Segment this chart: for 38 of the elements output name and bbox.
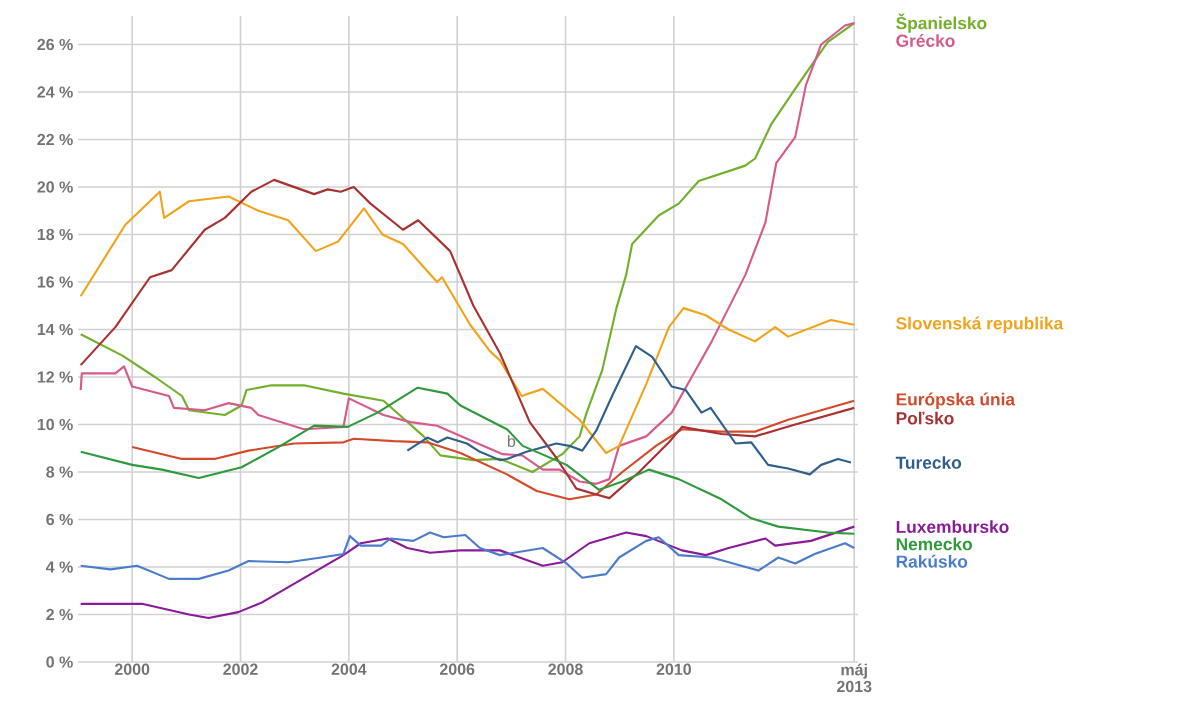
y-tick-label: 26 % [37, 38, 73, 51]
line-series [131, 399, 856, 501]
line-series [79, 531, 856, 580]
text: Slovenská republika [896, 316, 1064, 333]
text: Európska únia [896, 392, 1016, 409]
y-tick-label: 10 % [37, 418, 73, 431]
text: Nemecko [896, 537, 972, 551]
x-tick-label: 2008 [548, 663, 583, 675]
y-tick-label: 22 % [37, 133, 73, 146]
y-tick-label: 2 % [46, 608, 73, 621]
x-tick-label: 2004 [331, 663, 367, 675]
y-tick-label: 20 % [37, 181, 73, 193]
y-tick-label: 12 % [37, 371, 73, 383]
text: Turecko [895, 456, 962, 469]
text: Grécko [896, 34, 955, 47]
text: Španielsko [896, 13, 987, 33]
line-series [79, 190, 856, 455]
line-series [79, 525, 856, 620]
y-tick-label: 14 % [37, 323, 73, 336]
y-tick-label: 24 % [37, 86, 73, 98]
text: Poľsko [896, 411, 954, 425]
x-tick-label: 2000 [114, 663, 150, 675]
x-tick-label: 2010 [656, 663, 691, 675]
y-tick-label: 6 % [46, 513, 73, 526]
y-tick-label: 8 % [46, 466, 73, 478]
text: Rakúsko [896, 554, 968, 568]
y-tick-label: 16 % [37, 276, 73, 288]
line-series [79, 386, 856, 535]
y-tick-label: 0 % [46, 656, 73, 668]
y-tick-label: 18 % [37, 228, 73, 241]
y-tick-label: 4 % [45, 561, 73, 573]
line-series [406, 345, 853, 476]
x-tick-label: 2006 [439, 663, 475, 675]
x-tick-label: máj 2013 [836, 663, 872, 693]
text: Luxembursko [896, 520, 1009, 533]
x-tick-label: 2002 [223, 663, 258, 675]
annotation: b [507, 435, 516, 447]
line-series [79, 178, 856, 500]
